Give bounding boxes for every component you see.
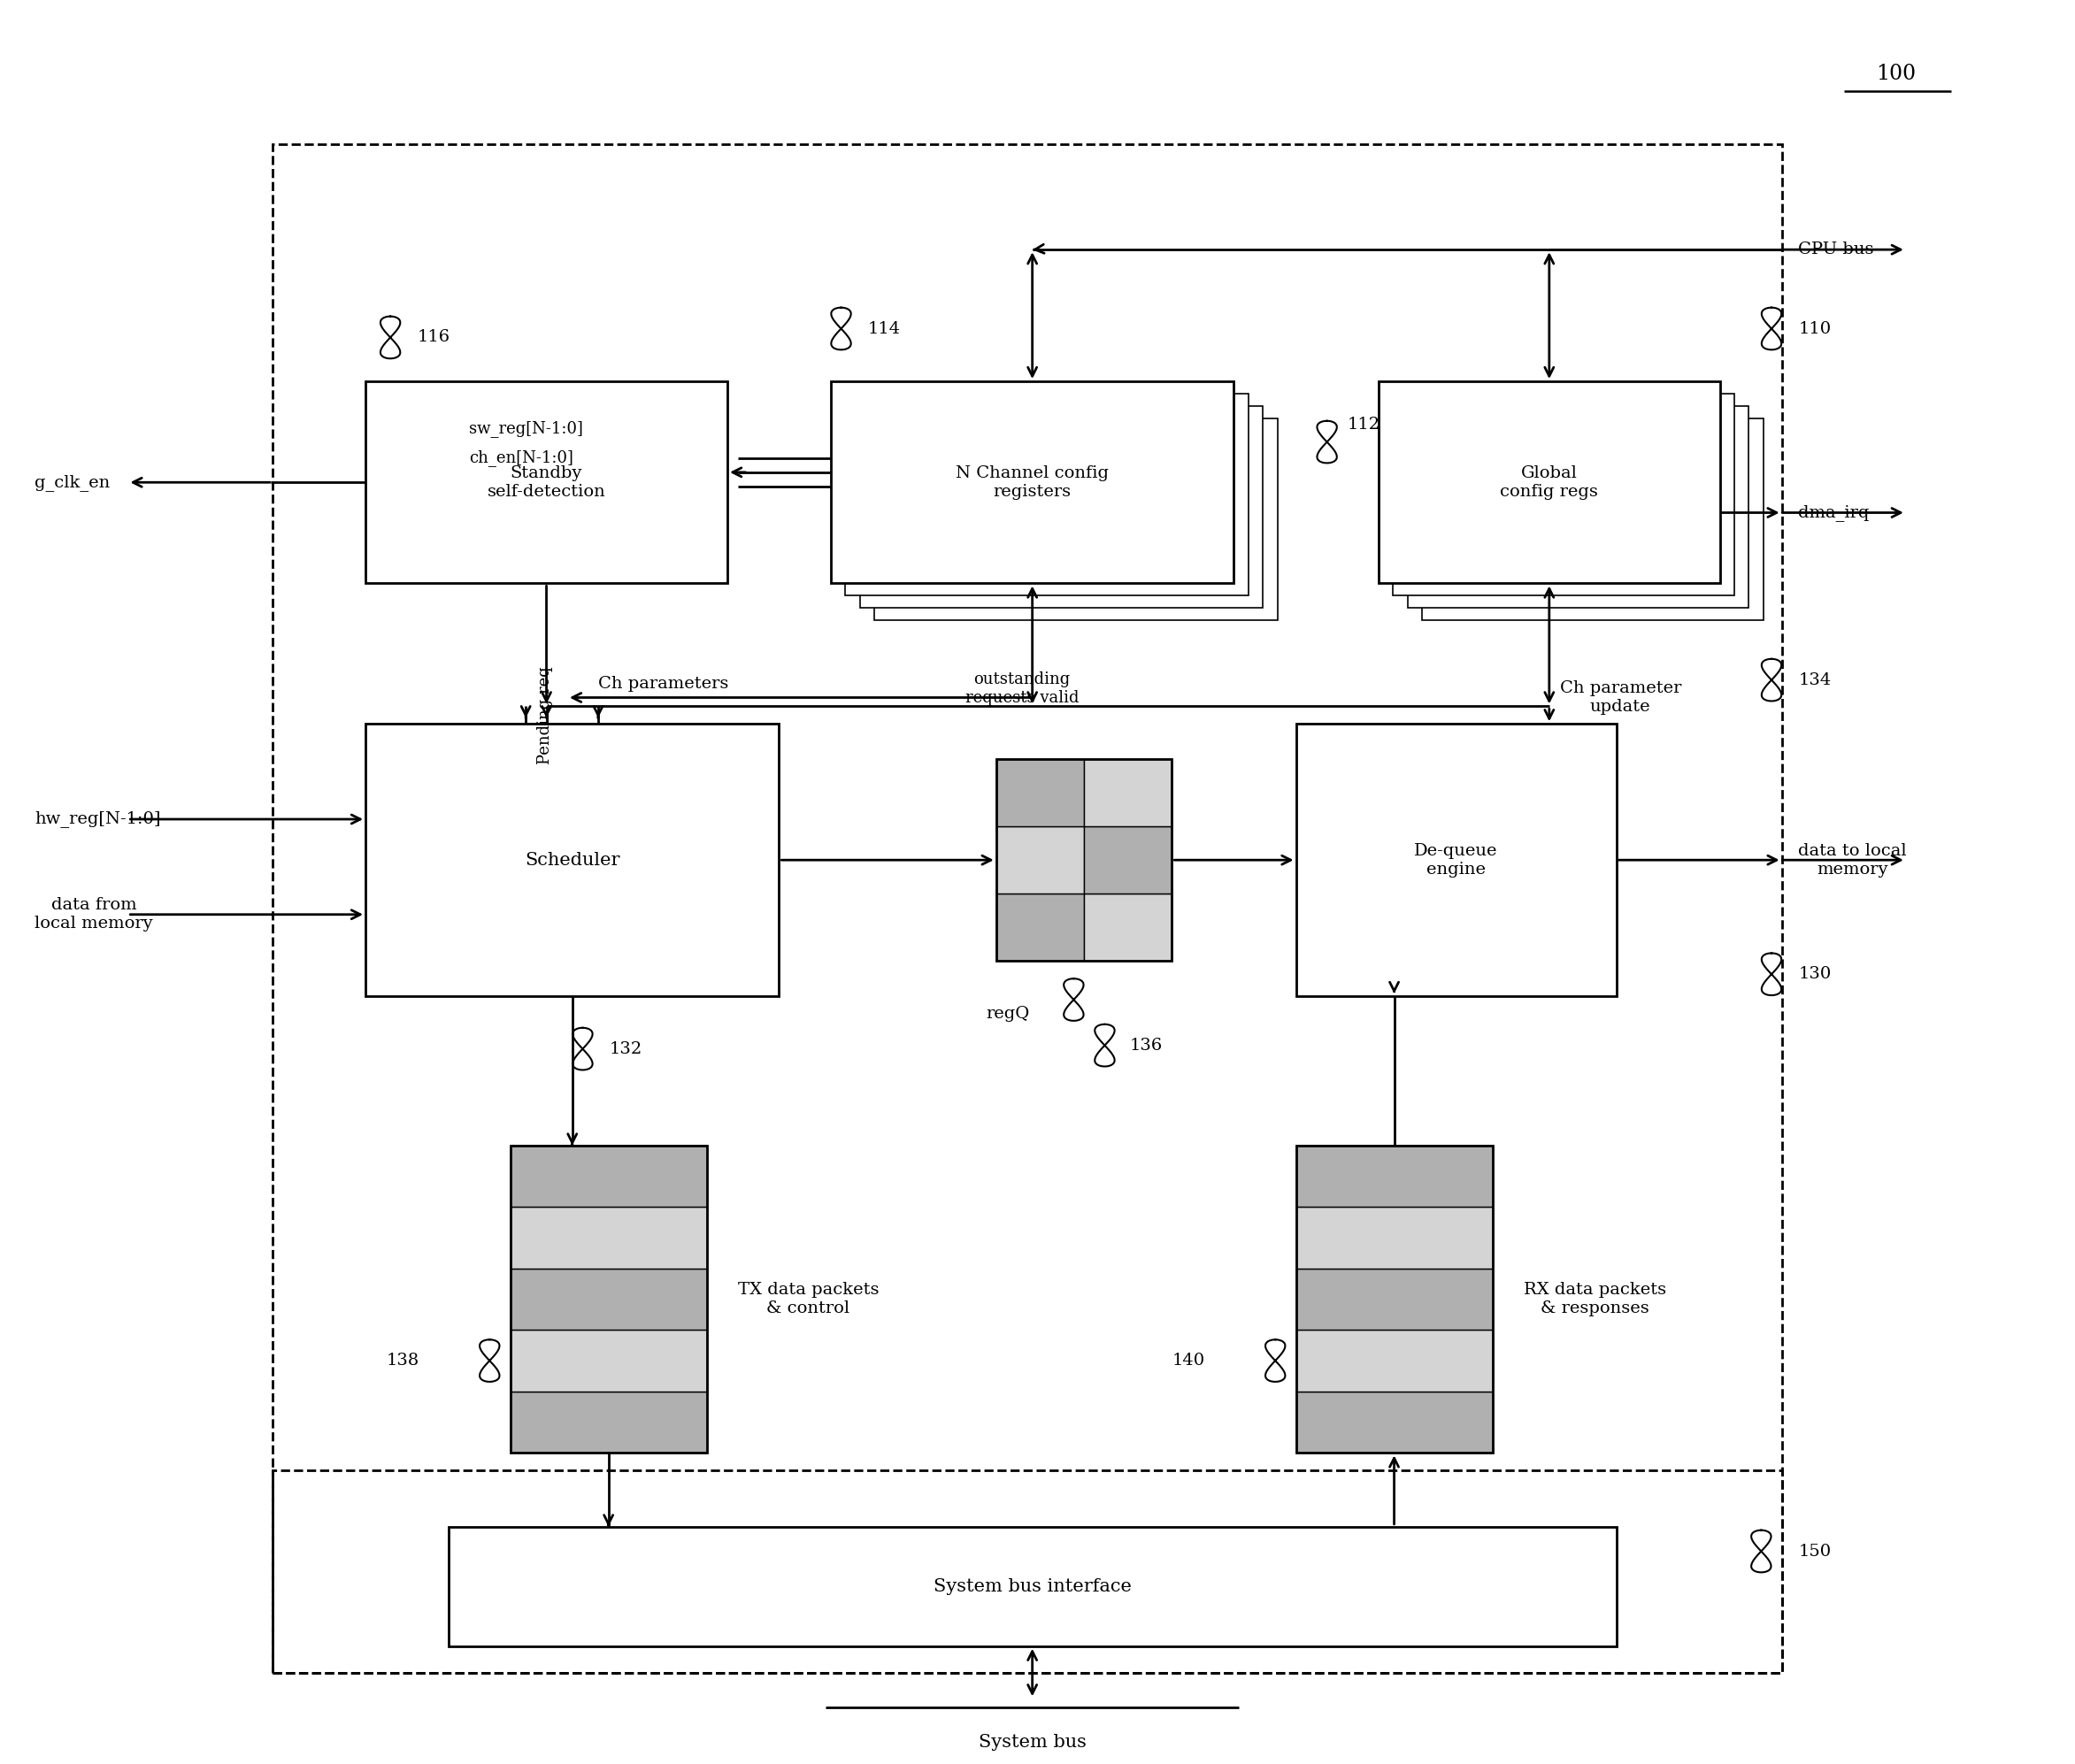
- Text: Ch parameter
update: Ch parameter update: [1560, 681, 1681, 714]
- Bar: [448, 1526, 1616, 1646]
- Bar: [1083, 759, 1172, 826]
- Bar: [1083, 826, 1172, 894]
- Bar: [510, 1207, 708, 1268]
- Text: outstanding
requests valid: outstanding requests valid: [965, 672, 1079, 706]
- Bar: [510, 1392, 708, 1454]
- Text: 130: 130: [1799, 967, 1832, 983]
- Text: 134: 134: [1799, 672, 1832, 688]
- Bar: [1297, 1207, 1492, 1268]
- Text: 136: 136: [1129, 1037, 1162, 1053]
- Text: sw_reg[N-1:0]: sw_reg[N-1:0]: [469, 420, 583, 437]
- Text: g_clk_en: g_clk_en: [35, 475, 110, 490]
- Text: 140: 140: [1172, 1353, 1206, 1369]
- Text: ch_en[N-1:0]: ch_en[N-1:0]: [469, 450, 573, 467]
- Bar: [272, 1471, 1782, 1672]
- Bar: [365, 723, 778, 997]
- Text: data to local
memory: data to local memory: [1799, 843, 1907, 877]
- Bar: [510, 1330, 708, 1392]
- Text: System bus interface: System bus interface: [934, 1579, 1131, 1595]
- Text: 110: 110: [1799, 321, 1832, 337]
- Bar: [1297, 1145, 1492, 1207]
- Text: 138: 138: [386, 1353, 419, 1369]
- Bar: [1297, 1145, 1492, 1454]
- Text: regQ: regQ: [986, 1005, 1029, 1021]
- Bar: [1297, 1330, 1492, 1392]
- Bar: [1297, 723, 1616, 997]
- Text: De-queue
engine: De-queue engine: [1415, 843, 1498, 877]
- Bar: [1378, 381, 1720, 584]
- Bar: [996, 759, 1172, 961]
- Bar: [830, 381, 1235, 584]
- Bar: [1392, 393, 1735, 596]
- Bar: [365, 381, 728, 584]
- Bar: [1297, 1268, 1492, 1330]
- Bar: [996, 826, 1083, 894]
- Bar: [510, 1145, 708, 1207]
- Text: TX data packets
& control: TX data packets & control: [739, 1282, 880, 1316]
- Bar: [1407, 406, 1749, 609]
- Bar: [510, 1268, 708, 1330]
- Bar: [996, 759, 1083, 826]
- Bar: [845, 393, 1249, 596]
- Bar: [859, 406, 1264, 609]
- Bar: [510, 1145, 708, 1454]
- Text: dma_irq: dma_irq: [1799, 505, 1870, 520]
- Text: Global
config regs: Global config regs: [1500, 466, 1598, 499]
- Text: Scheduler: Scheduler: [525, 852, 620, 868]
- Text: hw_reg[N-1:0]: hw_reg[N-1:0]: [35, 811, 160, 827]
- Text: N Channel config
registers: N Channel config registers: [957, 466, 1108, 499]
- Bar: [1297, 1392, 1492, 1454]
- Text: 114: 114: [867, 321, 901, 337]
- Text: data from
local memory: data from local memory: [35, 898, 154, 931]
- Text: Standby
self-detection: Standby self-detection: [488, 466, 606, 499]
- Text: Pending req: Pending req: [537, 667, 554, 764]
- Text: 112: 112: [1347, 416, 1380, 432]
- Bar: [1083, 894, 1172, 961]
- Bar: [996, 894, 1083, 961]
- Text: Ch parameters: Ch parameters: [598, 676, 728, 691]
- Text: 116: 116: [417, 330, 450, 346]
- Bar: [272, 145, 1782, 1672]
- Text: 100: 100: [1876, 64, 1915, 85]
- Bar: [1421, 418, 1764, 621]
- Text: 150: 150: [1799, 1544, 1832, 1559]
- Text: System bus: System bus: [979, 1734, 1085, 1752]
- Text: 132: 132: [610, 1041, 643, 1057]
- Text: CPU bus: CPU bus: [1799, 242, 1874, 258]
- Text: RX data packets
& responses: RX data packets & responses: [1523, 1282, 1666, 1316]
- Bar: [874, 418, 1278, 621]
